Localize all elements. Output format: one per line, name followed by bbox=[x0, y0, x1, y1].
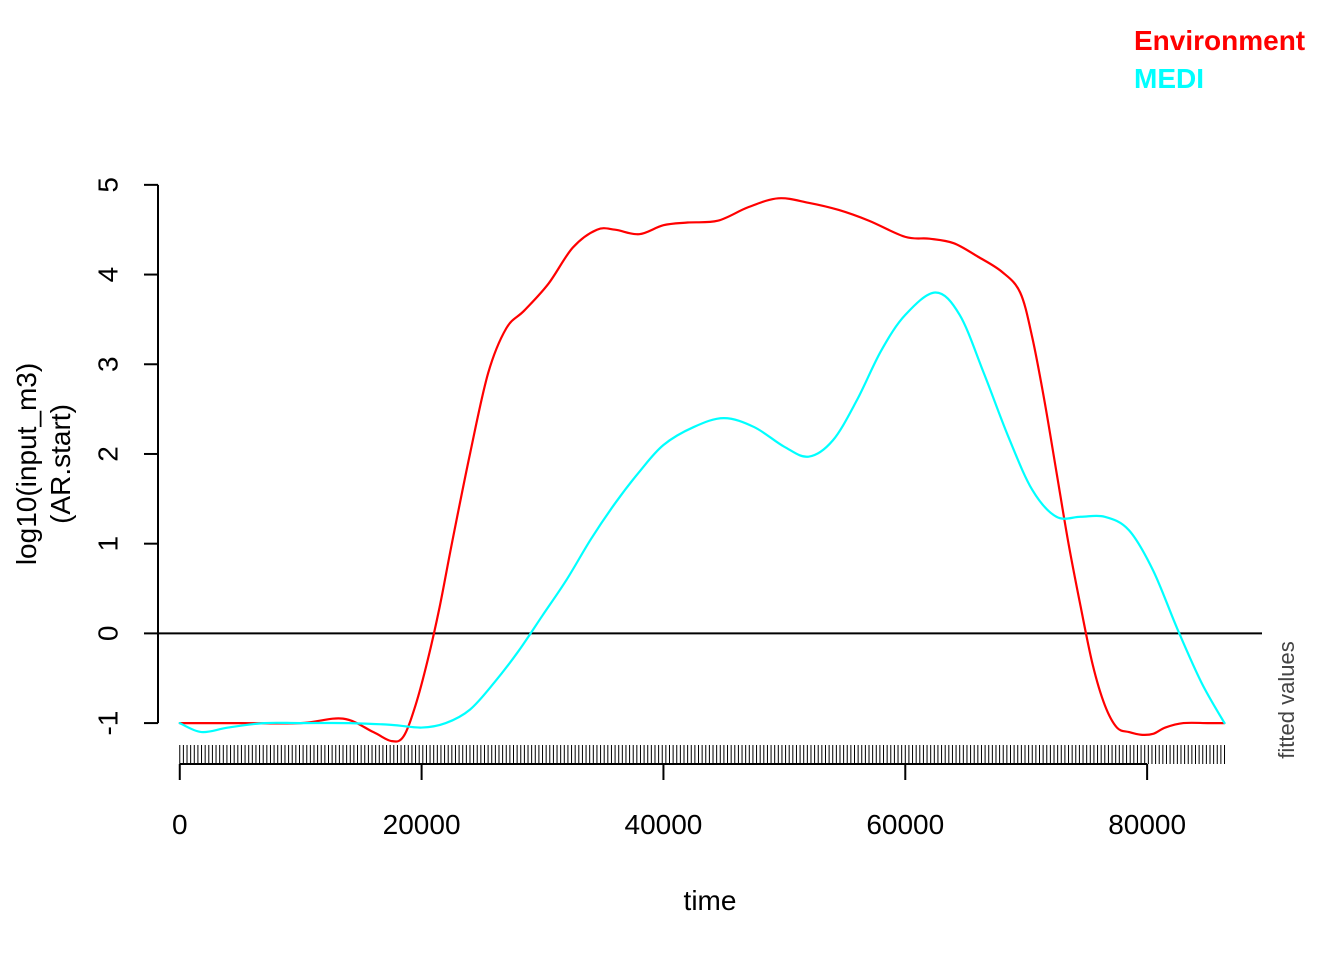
y-axis: -1 0 1 2 3 4 5 bbox=[92, 177, 159, 736]
legend-entry-environment: Environment bbox=[1134, 25, 1305, 56]
rug-marks bbox=[179, 745, 1226, 764]
y-tick-label: 0 bbox=[92, 626, 123, 642]
y-tick-label: 5 bbox=[92, 177, 123, 193]
x-tick-label: 60000 bbox=[866, 809, 944, 840]
series-line-medi bbox=[178, 291, 1226, 734]
x-tick-label: 0 bbox=[172, 809, 188, 840]
x-tick-label: 40000 bbox=[625, 809, 703, 840]
y-tick-label: 2 bbox=[92, 446, 123, 462]
series-line-environment bbox=[178, 197, 1226, 743]
y-axis-title-line2: (AR.start) bbox=[45, 404, 76, 524]
y-tick-label: 3 bbox=[92, 356, 123, 372]
x-axis-title: time bbox=[684, 885, 737, 916]
y-tick-label: 4 bbox=[92, 267, 123, 283]
y-axis-title-line1: log10(input_m3) bbox=[11, 363, 42, 565]
y-tick-label: -1 bbox=[92, 711, 123, 736]
legend: Environment MEDI bbox=[1134, 25, 1305, 94]
y-tick-label: 1 bbox=[92, 536, 123, 552]
x-axis: 0 20000 40000 60000 80000 bbox=[172, 763, 1186, 840]
x-tick-label: 80000 bbox=[1108, 809, 1186, 840]
x-tick-label: 20000 bbox=[383, 809, 461, 840]
legend-entry-medi: MEDI bbox=[1134, 63, 1204, 94]
series-lines bbox=[178, 197, 1226, 743]
rug-ticks bbox=[179, 745, 1226, 764]
fitted-values-note: fitted values bbox=[1274, 641, 1299, 758]
